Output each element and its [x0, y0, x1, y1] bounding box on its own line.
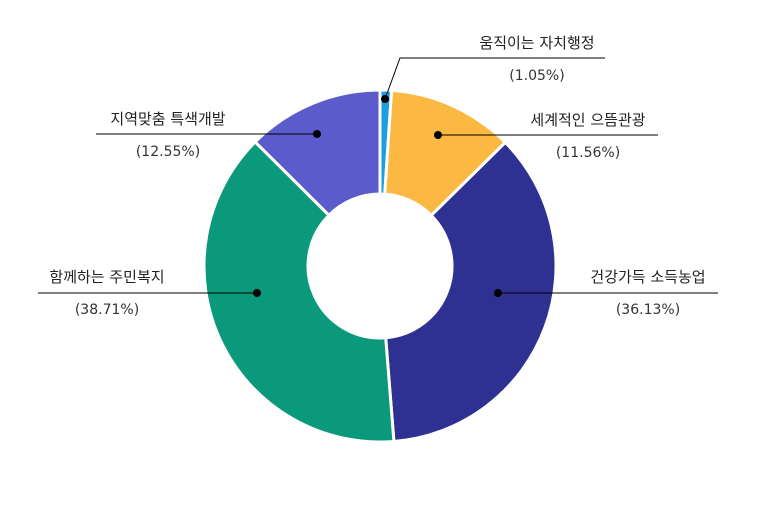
- slice-label-0: 움직이는 자치행정: [479, 34, 594, 52]
- slice-label-3: 함께하는 주민복지: [49, 268, 164, 286]
- slice-percent-2: (36.13%): [616, 302, 680, 318]
- leader-dot-4: [313, 130, 321, 138]
- leader-line-0: [384, 57, 605, 100]
- callout-4: 지역맞춤 특색개발 (12.55%): [96, 110, 321, 160]
- slice-label-2: 건강가득 소득농업: [590, 268, 705, 286]
- slice-percent-0: (1.05%): [509, 68, 564, 84]
- slice-percent-4: (12.55%): [136, 144, 200, 160]
- donut-slices: [202, 88, 558, 444]
- donut-slice-2: [384, 140, 558, 444]
- leader-dot-0: [381, 95, 389, 103]
- slice-label-1: 세계적인 으뜸관광: [530, 111, 645, 129]
- slice-label-4: 지역맞춤 특색개발: [110, 110, 225, 128]
- callout-1: 세계적인 으뜸관광 (11.56%): [434, 111, 658, 161]
- callout-0: 움직이는 자치행정 (1.05%): [381, 34, 605, 103]
- donut-slice-4: [253, 88, 382, 218]
- callout-3: 함께하는 주민복지 (38.71%): [38, 268, 261, 318]
- slice-percent-1: (11.56%): [556, 145, 620, 161]
- leader-dot-3: [253, 289, 261, 297]
- leader-dot-1: [434, 131, 442, 139]
- callout-2: 건강가득 소득농업 (36.13%): [494, 268, 718, 318]
- donut-slice-3: [202, 139, 396, 444]
- slice-percent-3: (38.71%): [75, 302, 139, 318]
- leader-dot-2: [494, 289, 502, 297]
